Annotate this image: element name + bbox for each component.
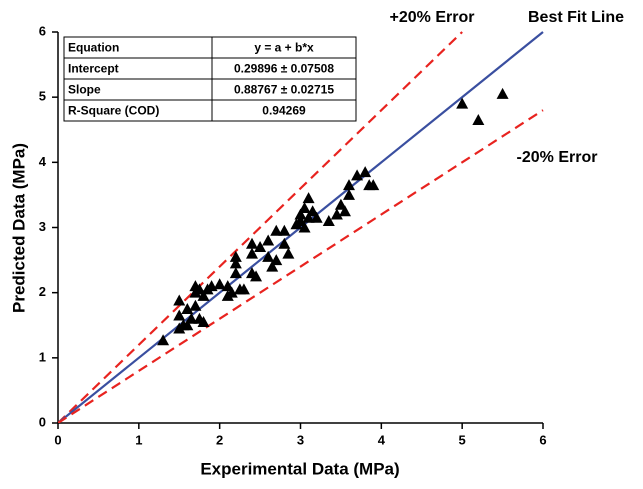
point: [197, 315, 210, 327]
point: [229, 257, 242, 269]
table-cell: y = a + b*x: [254, 41, 314, 55]
y-tick-label: 3: [39, 219, 46, 234]
table-cell: 0.29896 ± 0.07508: [234, 62, 334, 76]
point: [294, 214, 307, 226]
point: [278, 237, 291, 249]
point: [306, 205, 319, 217]
point: [456, 97, 469, 109]
point: [330, 208, 343, 220]
point: [181, 302, 194, 314]
point: [181, 319, 194, 331]
point: [246, 237, 258, 249]
table-cell: 0.88767 ± 0.02715: [234, 83, 334, 97]
point: [225, 286, 238, 298]
point: [237, 283, 250, 295]
line-label: +20% Error: [390, 9, 475, 26]
x-axis-label: Experimental Data (MPa): [200, 459, 399, 478]
point: [302, 192, 315, 204]
point: [343, 188, 355, 200]
line: [58, 109, 544, 423]
point: [229, 267, 242, 279]
point: [278, 224, 291, 236]
x-tick-label: 0: [54, 432, 61, 447]
table-cell: R-Square (COD): [68, 104, 159, 118]
point: [298, 201, 311, 213]
point: [294, 208, 307, 220]
point: [322, 214, 335, 226]
y-tick-label: 5: [39, 89, 46, 104]
point: [193, 283, 206, 295]
y-tick-label: 0: [39, 414, 46, 429]
y-tick-label: 4: [39, 154, 47, 169]
table-cell: 0.94269: [262, 104, 306, 118]
point: [262, 234, 275, 246]
point: [338, 205, 351, 217]
x-tick-label: 1: [135, 432, 142, 447]
point: [270, 254, 283, 266]
point: [262, 250, 275, 262]
point: [298, 221, 311, 233]
point: [343, 179, 355, 191]
point: [250, 270, 263, 282]
point: [197, 289, 210, 301]
x-tick-label: 5: [459, 432, 466, 447]
x-tick-label: 2: [216, 432, 223, 447]
point: [213, 278, 226, 290]
point: [185, 312, 198, 324]
line-label: Best Fit Line: [528, 9, 624, 26]
point: [189, 299, 202, 311]
point: [472, 113, 485, 125]
x-tick-label: 4: [378, 432, 386, 447]
y-tick-label: 2: [39, 284, 46, 299]
line-label: -20% Error: [517, 149, 598, 166]
x-tick-label: 3: [297, 432, 304, 447]
y-tick-label: 6: [39, 23, 46, 38]
point: [310, 211, 323, 223]
line: [58, 31, 463, 423]
point: [254, 241, 267, 253]
point: [334, 198, 347, 210]
table-cell: Slope: [68, 83, 101, 97]
point: [367, 179, 380, 191]
point: [157, 334, 170, 346]
point: [270, 224, 283, 236]
point: [496, 87, 509, 99]
y-tick-label: 1: [39, 349, 46, 364]
point: [246, 247, 258, 259]
point: [221, 280, 234, 292]
point: [266, 260, 279, 272]
point: [229, 250, 242, 262]
y-axis-label: Predicted Data (MPa): [9, 143, 28, 313]
point: [302, 211, 315, 223]
table-cell: Intercept: [68, 62, 119, 76]
table-cell: Equation: [68, 41, 119, 55]
point: [282, 247, 295, 259]
point: [173, 309, 186, 321]
point: [173, 294, 186, 306]
point: [351, 169, 364, 181]
x-tick-label: 6: [539, 432, 546, 447]
point: [359, 166, 372, 178]
